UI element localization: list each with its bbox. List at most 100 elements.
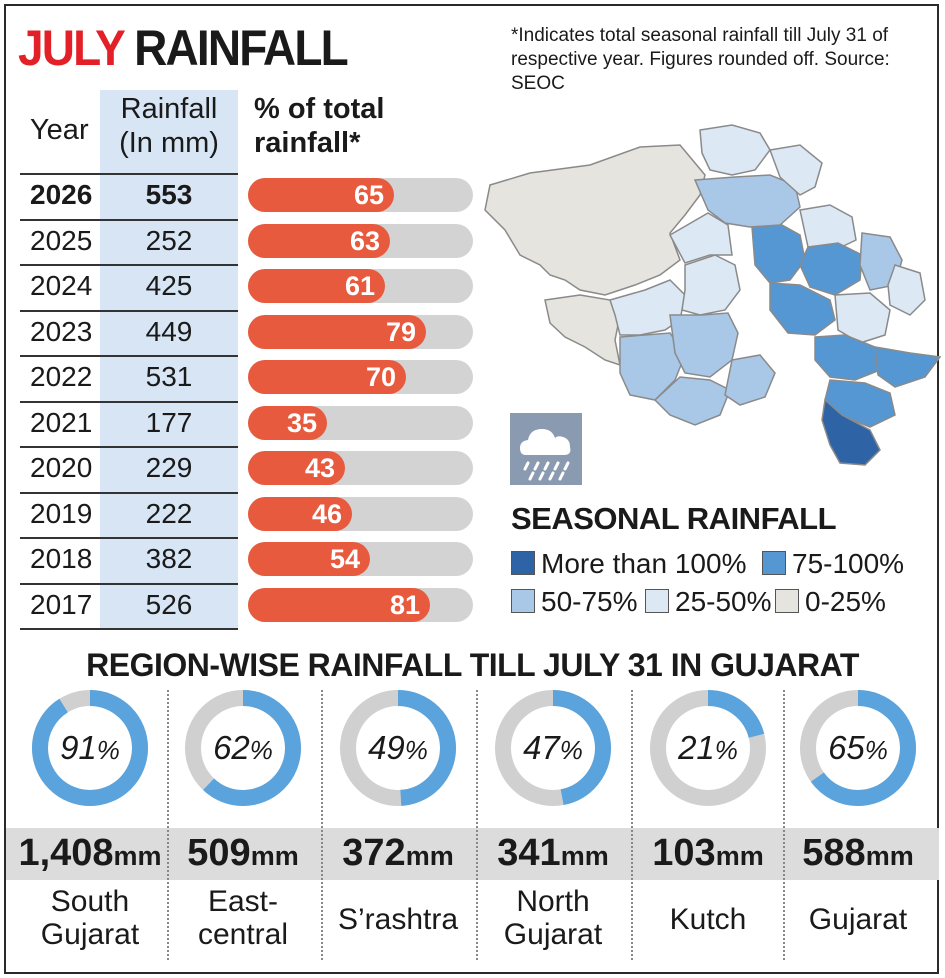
percent-bar-label: 81 xyxy=(389,589,420,620)
map-north-e xyxy=(751,224,806,284)
table-row-divider xyxy=(20,309,238,312)
year-cell: 2018 xyxy=(30,543,93,574)
header-year: Year xyxy=(30,114,89,146)
title-rainfall: RAINFALL xyxy=(134,20,349,76)
legend-swatch xyxy=(511,588,535,613)
table-row-divider xyxy=(20,537,238,539)
rainfall-cell: 229 xyxy=(145,452,193,483)
legend-swatch xyxy=(775,588,799,613)
region-separator xyxy=(321,690,323,960)
percent-bar-track: 81 xyxy=(248,587,473,622)
legend-item-50-75: 50-75% xyxy=(511,586,638,618)
donut-percent-label: 47% xyxy=(523,729,583,766)
percent-bar-track: 70 xyxy=(248,360,473,394)
donut-chart xyxy=(800,690,916,806)
rainfall-cell: 252 xyxy=(145,224,193,256)
rainfall-cell: 222 xyxy=(145,497,193,529)
map-east-a xyxy=(799,242,863,296)
year-cell: 2022 xyxy=(30,361,93,392)
map-east-c xyxy=(887,264,926,316)
legend-item-25-50: 25-50% xyxy=(645,586,772,618)
percent-bar: 54 xyxy=(248,542,370,576)
map-east-e xyxy=(834,292,891,344)
infographic-frame xyxy=(4,4,939,974)
region-mm-value: 588mm xyxy=(802,832,914,874)
region-separator xyxy=(783,690,785,960)
percent-bar: 65 xyxy=(248,178,394,212)
percent-bar: 70 xyxy=(248,360,406,394)
donut-slice xyxy=(800,690,916,806)
map-north-a xyxy=(699,124,771,176)
map-north-d xyxy=(668,212,733,264)
percent-bar-label: 35 xyxy=(286,407,317,438)
rainfall-cell: 531 xyxy=(145,361,193,392)
donut-slice xyxy=(495,690,611,806)
map-saurashtra-b xyxy=(681,254,741,316)
map-south-a xyxy=(814,334,881,381)
percent-bar-label: 46 xyxy=(311,498,342,529)
region-mm-value: 103mm xyxy=(652,832,764,874)
donut-chart xyxy=(32,690,148,806)
map-north-c xyxy=(768,144,823,196)
region-separator xyxy=(631,690,633,960)
donut-slice xyxy=(32,690,148,806)
map-saurashtra-west xyxy=(544,294,621,367)
table-row-divider xyxy=(20,628,238,630)
header-rainfall: Rainfall (In mm) xyxy=(119,93,219,159)
percent-bar-label: 63 xyxy=(349,225,380,256)
legend-title: SEASONAL RAINFALL xyxy=(511,501,837,536)
header-percent: % of total rainfall* xyxy=(254,93,385,159)
donut-percent-label: 65% xyxy=(828,729,888,766)
region-name: S’rashtra xyxy=(337,903,459,936)
year-cell: 2025 xyxy=(30,224,93,256)
region-separator xyxy=(476,690,478,960)
region-name: East-central xyxy=(197,885,289,951)
percent-bar-track: 43 xyxy=(248,451,473,485)
year-cell: 2020 xyxy=(30,452,93,483)
legend-item-75-100: 75-100% xyxy=(762,548,904,580)
region-separator xyxy=(167,690,169,960)
legend-item-more-than-100: More than 100% xyxy=(511,548,746,580)
rainfall-cell: 553 xyxy=(145,179,193,210)
table-row-divider xyxy=(20,582,238,585)
map-south-d xyxy=(821,398,881,466)
percent-bar-label: 70 xyxy=(365,362,396,392)
donut-slice xyxy=(340,690,456,806)
legend-item-0-25: 0-25% xyxy=(775,586,886,618)
donut-chart xyxy=(340,690,456,806)
table-row-divider xyxy=(20,446,238,448)
donut-chart xyxy=(650,690,766,806)
percent-bar-track: 54 xyxy=(248,542,473,576)
percent-bar-label: 79 xyxy=(385,316,416,347)
legend-swatch xyxy=(762,550,786,575)
legend-swatch xyxy=(645,588,669,613)
percent-bar-label: 43 xyxy=(304,453,335,483)
percent-bar-track: 61 xyxy=(248,269,473,303)
percent-bar: 35 xyxy=(248,405,327,440)
region-mm-value: 341mm xyxy=(497,832,609,874)
percent-bar-track: 35 xyxy=(248,405,473,440)
percent-bar-label: 54 xyxy=(329,544,360,574)
donut-percent-label: 21% xyxy=(678,729,738,766)
region-mm-value: 509mm xyxy=(187,832,299,874)
gujarat-map xyxy=(484,124,942,466)
percent-bar-track: 63 xyxy=(248,223,473,258)
percent-bar-label: 65 xyxy=(353,180,384,210)
donut-percent-label: 62% xyxy=(213,729,273,766)
percent-bar: 46 xyxy=(248,496,352,531)
percent-bar: 79 xyxy=(248,314,426,349)
table-row-divider xyxy=(20,173,238,175)
table-row-divider xyxy=(20,218,238,221)
percent-bar: 63 xyxy=(248,223,390,258)
main-title: JULY RAINFALL xyxy=(18,18,349,78)
rainfall-cell: 425 xyxy=(145,270,193,301)
percent-bar-label: 61 xyxy=(344,271,375,301)
donut-percent-label: 91% xyxy=(60,729,120,766)
donut-slice xyxy=(650,690,766,806)
year-cell: 2019 xyxy=(30,497,93,529)
percent-bar-track: 79 xyxy=(248,314,473,349)
map-north-f xyxy=(799,204,857,251)
table-row-divider xyxy=(20,355,238,357)
source-note: *Indicates total seasonal rainfall till … xyxy=(511,25,890,94)
rainfall-cell: 526 xyxy=(145,588,193,620)
